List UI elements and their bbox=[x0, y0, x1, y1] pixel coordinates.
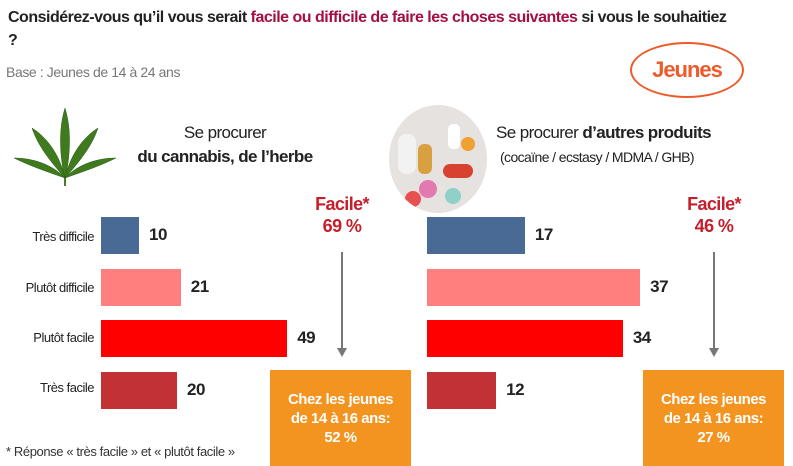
subgroup-line1: Chez les jeunes bbox=[287, 390, 394, 408]
arrow-down-icon bbox=[709, 348, 719, 357]
panel1-title-line1: Se procurer bbox=[183, 123, 267, 142]
facile-value: 69 % bbox=[322, 216, 362, 236]
bar-2-4 bbox=[427, 372, 497, 409]
title-part1: Considérez-vous qu’il vous serait bbox=[8, 9, 251, 26]
panel1-facile: Facile* 69 % bbox=[292, 193, 392, 237]
category-label: Très facile bbox=[40, 380, 94, 395]
question-title: Considérez-vous qu’il vous serait facile… bbox=[8, 6, 738, 52]
subgroup-line1: Chez les jeunes bbox=[660, 390, 767, 408]
panel1-title-line2: du cannabis, de l’herbe bbox=[137, 147, 313, 166]
bar-2-3 bbox=[427, 320, 623, 357]
arrow-line bbox=[341, 252, 343, 352]
category-label: Plutôt facile bbox=[33, 330, 94, 345]
cannabis-leaf-icon bbox=[13, 107, 117, 186]
data-label: 17 bbox=[534, 225, 553, 244]
panel2-title-line2: (cocaïne / ecstasy / MDMA / GHB) bbox=[500, 149, 695, 165]
title-highlight: facile ou difficile de faire les choses … bbox=[250, 9, 578, 26]
subgroup-line2: de 14 à 16 ans: bbox=[290, 409, 391, 427]
subgroup-value: 27 % bbox=[697, 428, 730, 446]
panel2-title-bold: d’autres produits bbox=[582, 123, 711, 142]
category-label: Plutôt difficile bbox=[25, 280, 95, 295]
subgroup-value: 52 % bbox=[324, 428, 357, 446]
bar-1-3 bbox=[101, 320, 288, 357]
arrow-line bbox=[713, 252, 715, 352]
panel1-subgroup-box: Chez les jeunes de 14 à 16 ans: 52 % bbox=[270, 370, 411, 466]
bar-2-2 bbox=[427, 269, 641, 306]
panel1-title: Se procurer du cannabis, de l’herbe bbox=[120, 121, 330, 169]
data-label: 20 bbox=[187, 380, 205, 399]
panel2-title-line1: Se procurer bbox=[496, 123, 583, 142]
panel2-title: Se procurer d’autres produits (cocaïne /… bbox=[496, 121, 756, 169]
arrow-down-icon bbox=[337, 348, 347, 357]
category-label: Très difficile bbox=[32, 229, 94, 244]
facile-label: Facile* bbox=[315, 194, 369, 214]
bar-2-1 bbox=[427, 217, 525, 254]
pills-icon bbox=[389, 105, 487, 213]
title-part2: si vous le souhaitiez ? bbox=[8, 9, 727, 49]
panel2-facile: Facile* 46 % bbox=[664, 193, 764, 237]
bar-1-4 bbox=[101, 372, 177, 409]
footnote: * Réponse « très facile » et « plutôt fa… bbox=[6, 444, 235, 459]
data-label: 37 bbox=[650, 277, 669, 296]
jeunes-badge: Jeunes bbox=[630, 42, 744, 98]
subgroup-line2: de 14 à 16 ans: bbox=[663, 409, 764, 427]
data-label: 21 bbox=[190, 277, 209, 296]
bar-1-2 bbox=[101, 269, 181, 306]
data-label: 49 bbox=[297, 328, 316, 347]
data-label: 12 bbox=[506, 380, 525, 399]
bar-1-1 bbox=[101, 217, 139, 254]
facile-value: 46 % bbox=[694, 216, 734, 236]
base-note: Base : Jeunes de 14 à 24 ans bbox=[6, 64, 181, 80]
data-label: 10 bbox=[149, 225, 167, 244]
data-label: 34 bbox=[632, 328, 651, 347]
panel2-subgroup-box: Chez les jeunes de 14 à 16 ans: 27 % bbox=[643, 370, 784, 466]
facile-label: Facile* bbox=[687, 194, 741, 214]
